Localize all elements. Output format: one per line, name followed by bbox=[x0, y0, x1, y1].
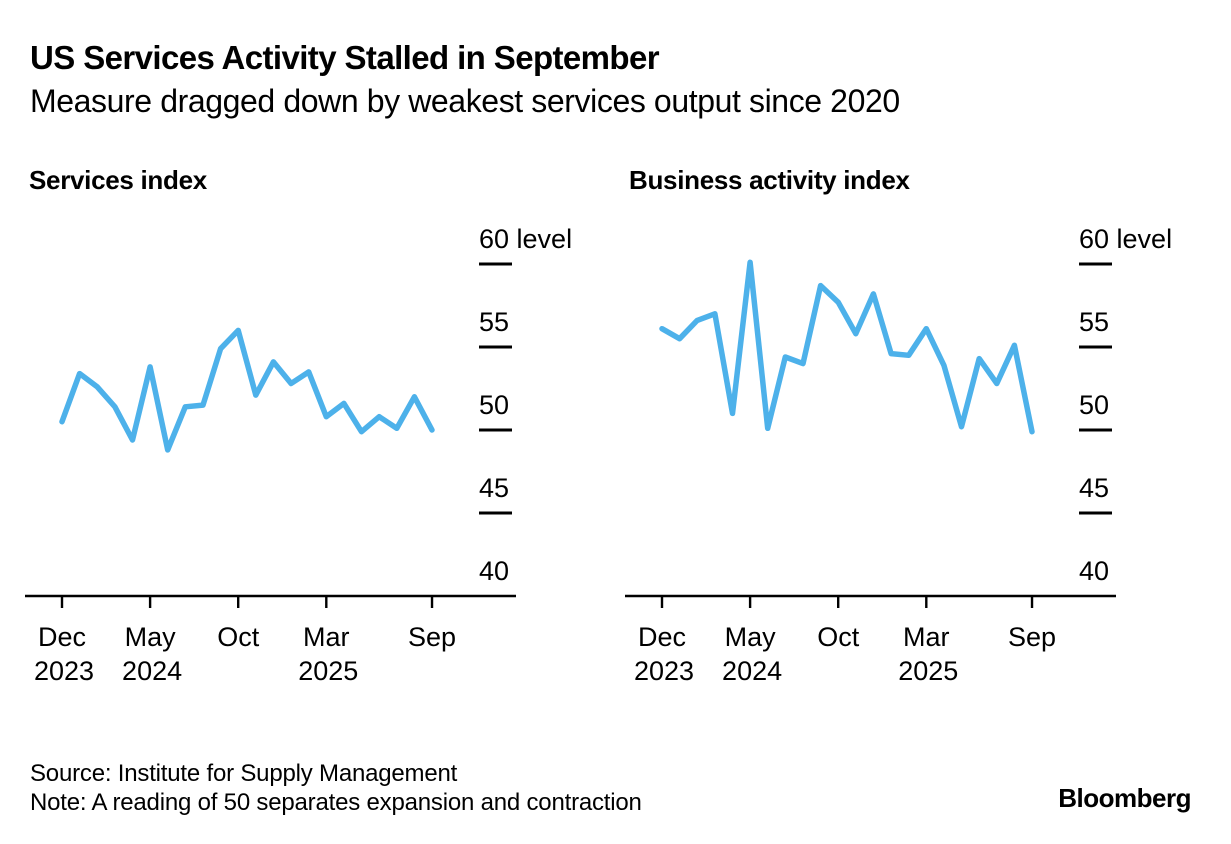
x-axis-month-label: Dec bbox=[38, 622, 86, 652]
services-index-chart: Dec 2023 May 2024 Oct Mar 2025 Sep 60 level 55 50 4… bbox=[25, 224, 572, 686]
x-axis-month-label: May bbox=[725, 622, 777, 652]
x-axis-month-label: Sep bbox=[1008, 622, 1056, 652]
y-axis-label: 45 bbox=[479, 473, 509, 503]
x-axis-year-label: 2024 bbox=[722, 656, 782, 686]
y-axis-label: 50 bbox=[1079, 390, 1109, 420]
x-axis-month-label: Oct bbox=[217, 622, 260, 652]
right-chart-title: Business activity index bbox=[629, 165, 910, 195]
y-axis-label: 60 level bbox=[479, 224, 572, 254]
left-chart-title: Services index bbox=[29, 165, 207, 195]
note-line: Note: A reading of 50 separates expansio… bbox=[30, 789, 642, 816]
x-axis-month-label: Sep bbox=[408, 622, 456, 652]
page-title: US Services Activity Stalled in Septembe… bbox=[30, 39, 660, 76]
y-axis-label: 50 bbox=[479, 390, 509, 420]
y-axis-label: 45 bbox=[1079, 473, 1109, 503]
y-axis-label: 40 bbox=[479, 556, 509, 586]
x-axis-month-label: May bbox=[125, 622, 177, 652]
x-axis-month-label: Dec bbox=[638, 622, 686, 652]
y-axis-label: 60 level bbox=[1079, 224, 1172, 254]
bloomberg-logo: Bloomberg bbox=[1058, 783, 1191, 813]
x-axis-year-label: 2023 bbox=[34, 656, 94, 686]
data-line bbox=[659, 259, 1035, 435]
y-axis-label: 55 bbox=[479, 307, 509, 337]
page-subtitle: Measure dragged down by weakest services… bbox=[30, 83, 900, 119]
x-axis-year-label: 2023 bbox=[634, 656, 694, 686]
y-axis-label: 40 bbox=[1079, 556, 1109, 586]
business-activity-index-chart: Dec 2023 May 2024 Oct Mar 2025 Sep 60 level 55 50 4… bbox=[625, 224, 1172, 686]
footer: Source: Institute for Supply Management … bbox=[30, 759, 642, 817]
x-axis-month-label: Mar bbox=[903, 622, 950, 652]
data-line bbox=[59, 327, 435, 453]
y-axis-label: 55 bbox=[1079, 307, 1109, 337]
x-axis-year-label: 2025 bbox=[898, 656, 958, 686]
x-axis-month-label: Mar bbox=[303, 622, 350, 652]
x-axis-year-label: 2025 bbox=[298, 656, 358, 686]
x-axis-year-label: 2024 bbox=[122, 656, 182, 686]
x-axis-month-label: Oct bbox=[817, 622, 860, 652]
source-line: Source: Institute for Supply Management bbox=[30, 760, 458, 787]
